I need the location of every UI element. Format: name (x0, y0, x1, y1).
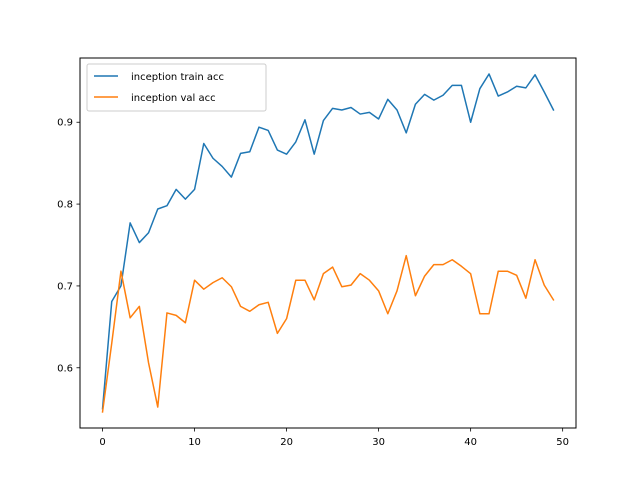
legend: inception train acc inception val acc (86, 63, 267, 112)
y-tick-label: 0.9 (57, 118, 73, 129)
plot-frame (79, 57, 577, 429)
x-tick-label: 30 (372, 437, 385, 448)
series-layer (101, 73, 555, 413)
x-tick-label: 10 (188, 437, 201, 448)
x-tick-label: 0 (99, 437, 105, 448)
y-axis: 0.6 0.7 0.8 0.9 (57, 118, 80, 374)
legend-label-1: inception val acc (131, 93, 216, 104)
x-tick-label: 40 (464, 437, 477, 448)
x-tick-label: 50 (556, 437, 569, 448)
y-tick-label: 0.8 (57, 200, 73, 211)
series-line-1 (101, 254, 555, 413)
series-line-0 (101, 73, 555, 410)
legend-box (86, 63, 267, 112)
y-tick-label: 0.7 (57, 281, 73, 292)
x-axis: 0 10 20 30 40 50 (99, 428, 569, 448)
y-tick-label: 0.6 (57, 363, 73, 374)
legend-label-0: inception train acc (131, 72, 224, 83)
x-tick-label: 20 (280, 437, 293, 448)
plot-area (80, 58, 576, 428)
